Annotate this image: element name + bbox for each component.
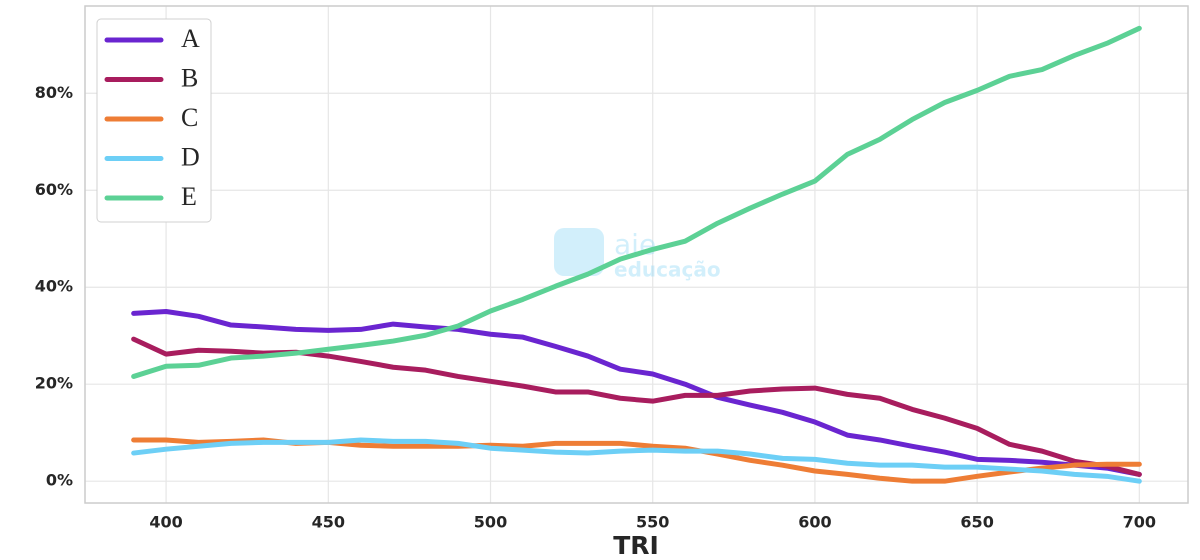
x-tick-label: 650 (960, 513, 993, 532)
y-tick-label: 20% (35, 374, 73, 393)
x-axis-label: TRI (613, 531, 659, 560)
y-tick-label: 60% (35, 180, 73, 199)
legend-label: B (181, 63, 198, 92)
plot-frame (84, 5, 1189, 504)
legend-label: A (181, 24, 200, 53)
x-tick-label: 550 (636, 513, 669, 532)
legend-label: D (181, 142, 200, 171)
line-series (131, 336, 1142, 477)
line-series (131, 437, 1142, 484)
y-tick-label: 40% (35, 277, 73, 296)
watermark-logo (554, 228, 604, 276)
x-tick-label: 700 (1123, 513, 1156, 532)
x-tick-label: 400 (149, 513, 182, 532)
y-tick-label: 0% (46, 471, 73, 490)
x-tick-label: 450 (312, 513, 345, 532)
line-series (131, 25, 1142, 379)
y-tick-label: 80% (35, 83, 73, 102)
line-series (131, 308, 1142, 477)
watermark-text: educação (614, 258, 721, 282)
watermark: aie educação (554, 228, 721, 282)
legend-label: E (181, 182, 197, 211)
legend-label: C (181, 103, 198, 132)
x-tick-label: 600 (798, 513, 831, 532)
x-tick-label: 500 (474, 513, 507, 532)
